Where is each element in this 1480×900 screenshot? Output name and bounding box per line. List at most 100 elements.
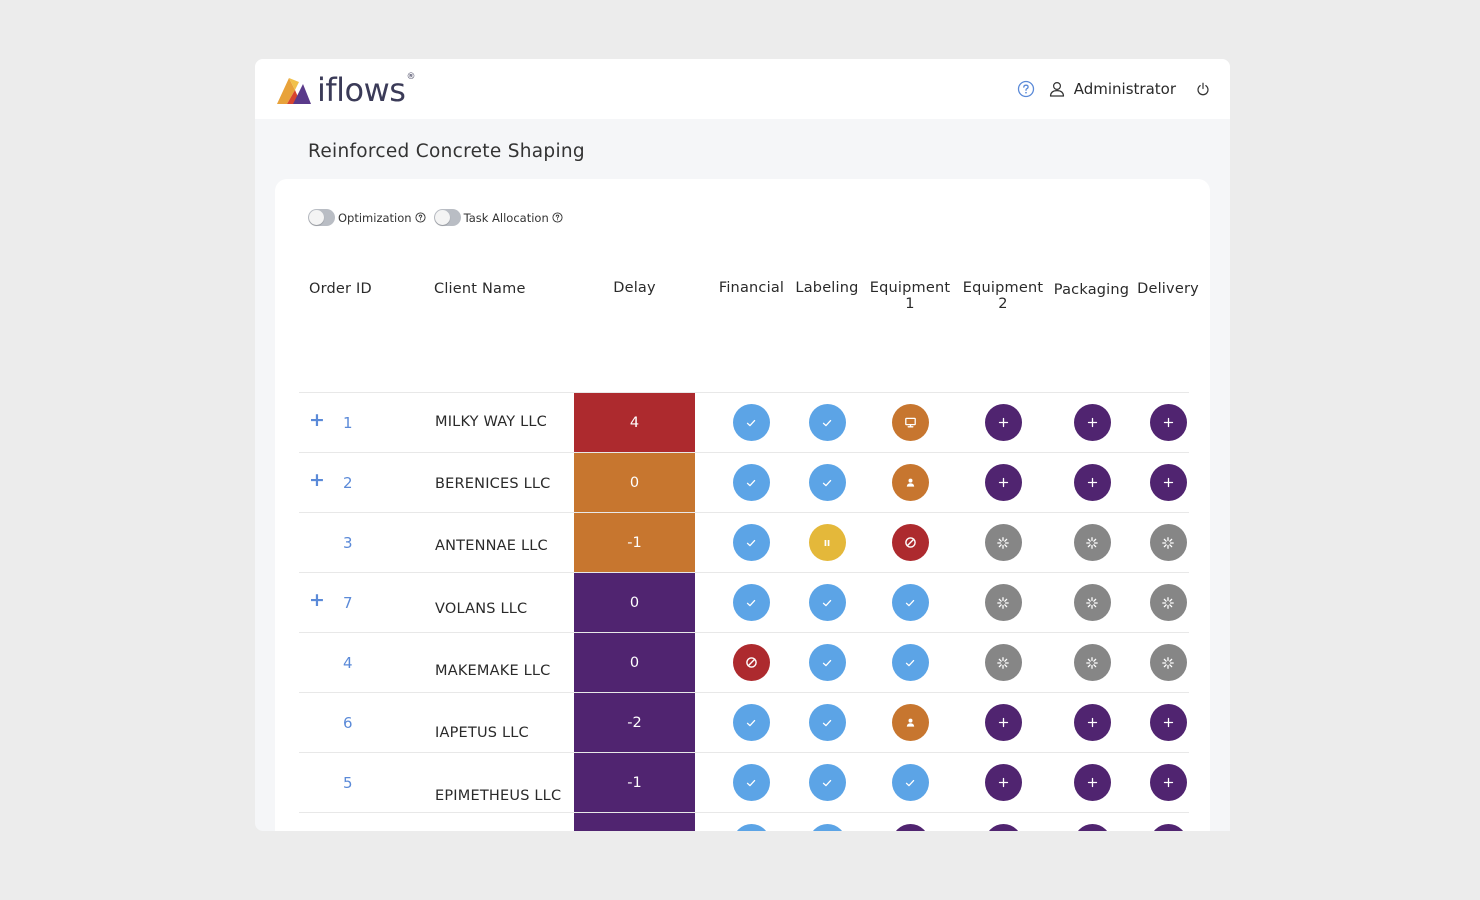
order-id-link[interactable]: 2	[343, 474, 353, 492]
expand-row-button[interactable]: +	[309, 409, 325, 431]
packaging-status-button[interactable]	[1073, 644, 1111, 681]
header-order-id[interactable]: Order ID	[309, 281, 372, 297]
financial-status-button[interactable]	[732, 764, 770, 801]
labeling-status-button[interactable]	[808, 584, 846, 621]
table-row[interactable]: +7 VOLANS LLC 0	[299, 572, 1189, 633]
delay-cell: 0	[574, 573, 695, 633]
delivery-status-button[interactable]	[1149, 704, 1187, 741]
order-id-link[interactable]: 7	[343, 594, 353, 612]
equipment-2-status-button[interactable]	[984, 824, 1022, 831]
table-row[interactable]: 4 MAKEMAKE LLC 0	[299, 632, 1189, 693]
delivery-status-button[interactable]	[1149, 464, 1187, 501]
header-equipment-2[interactable]: Equipment 2	[958, 280, 1048, 312]
labeling-status-button[interactable]	[808, 824, 846, 831]
spinner-icon	[1086, 596, 1098, 609]
order-id-link[interactable]: 1	[343, 414, 353, 432]
header-client-name[interactable]: Client Name	[434, 281, 526, 297]
labeling-status-button[interactable]	[808, 464, 846, 501]
delay-cell: -9	[574, 813, 695, 831]
equipment-1-status-button[interactable]	[891, 824, 929, 831]
task-allocation-toggle[interactable]	[433, 209, 461, 226]
top-bar: iflows ® Administrator	[255, 59, 1230, 119]
packaging-status-button[interactable]	[1073, 824, 1111, 831]
expand-row-button[interactable]: +	[309, 469, 325, 491]
user-name[interactable]: Administrator	[1073, 80, 1176, 98]
financial-status-button[interactable]	[732, 404, 770, 441]
equipment-1-status-button[interactable]	[891, 464, 929, 501]
expand-row-button[interactable]: +	[309, 589, 325, 611]
financial-status-button[interactable]	[732, 644, 770, 681]
check-icon	[746, 599, 756, 606]
delivery-status-button[interactable]	[1149, 764, 1187, 801]
equipment-1-status-button[interactable]	[891, 644, 929, 681]
order-id-link[interactable]: 5	[343, 774, 353, 792]
table-row[interactable]: +1 MILKY WAY LLC 4	[299, 392, 1189, 453]
header-equipment-1[interactable]: Equipment 1	[865, 280, 955, 312]
task-allocation-help-icon[interactable]	[552, 212, 563, 223]
delivery-status-button[interactable]	[1149, 404, 1187, 441]
header-delivery[interactable]: Delivery	[1137, 281, 1199, 297]
monitor-icon	[904, 417, 916, 428]
header-packaging[interactable]: Packaging	[1053, 282, 1130, 298]
labeling-status-button[interactable]	[808, 764, 846, 801]
equipment-2-status-button[interactable]	[984, 644, 1022, 681]
table-row[interactable]: 3 ANTENNAE LLC -1	[299, 512, 1189, 573]
packaging-status-button[interactable]	[1073, 704, 1111, 741]
iflows-logo[interactable]: iflows ®	[275, 72, 415, 107]
help-icon[interactable]	[1017, 80, 1035, 98]
logout-power-icon[interactable]	[1196, 82, 1210, 96]
equipment-1-status-button[interactable]	[891, 704, 929, 741]
equipment-2-status-button[interactable]	[984, 704, 1022, 741]
equipment-2-status-button[interactable]	[984, 584, 1022, 621]
packaging-status-button[interactable]	[1073, 404, 1111, 441]
table-row[interactable]: 6 IAPETUS LLC -2	[299, 692, 1189, 753]
expand-row-button[interactable]: +	[309, 830, 325, 831]
header-financial[interactable]: Financial	[718, 280, 785, 296]
header-delay[interactable]: Delay	[613, 280, 656, 296]
packaging-status-button[interactable]	[1073, 584, 1111, 621]
order-id-link[interactable]: 4	[343, 654, 353, 672]
delivery-status-button[interactable]	[1149, 524, 1187, 561]
delay-cell: 4	[574, 393, 695, 453]
table-row[interactable]: +8AEGAEON LLC-9	[299, 812, 1189, 831]
order-id-link[interactable]: 6	[343, 714, 353, 732]
labeling-status-button[interactable]	[808, 704, 846, 741]
delivery-status-button[interactable]	[1149, 824, 1187, 831]
optimization-toggle[interactable]	[308, 209, 335, 226]
labeling-status-button[interactable]	[808, 404, 846, 441]
top-actions: Administrator	[1017, 77, 1210, 101]
check-icon	[905, 659, 915, 666]
delivery-status-button[interactable]	[1149, 644, 1187, 681]
spinner-icon	[1086, 656, 1098, 669]
optimization-help-icon[interactable]	[415, 212, 426, 223]
check-icon	[746, 479, 756, 486]
labeling-status-button[interactable]	[808, 524, 846, 561]
equipment-1-status-button[interactable]	[891, 404, 929, 441]
equipment-2-status-button[interactable]	[984, 464, 1022, 501]
packaging-status-button[interactable]	[1073, 524, 1111, 561]
equipment-2-status-button[interactable]	[984, 524, 1022, 561]
blocked-icon	[904, 537, 916, 548]
financial-status-button[interactable]	[732, 464, 770, 501]
financial-status-button[interactable]	[732, 584, 770, 621]
spinner-icon	[1162, 536, 1174, 549]
packaging-status-button[interactable]	[1073, 764, 1111, 801]
order-id-link[interactable]: 3	[343, 534, 353, 552]
table-row[interactable]: +2 BERENICES LLC 0	[299, 452, 1189, 513]
table-row[interactable]: 5 EPIMETHEUS LLC -1	[299, 752, 1189, 813]
header-labeling[interactable]: Labeling	[795, 280, 859, 296]
financial-status-button[interactable]	[732, 704, 770, 741]
equipment-2-status-button[interactable]	[984, 404, 1022, 441]
equipment-2-status-button[interactable]	[984, 764, 1022, 801]
plus-icon	[1087, 717, 1097, 728]
packaging-status-button[interactable]	[1073, 464, 1111, 501]
spinner-icon	[997, 596, 1009, 609]
equipment-1-status-button[interactable]	[891, 584, 929, 621]
delivery-status-button[interactable]	[1149, 584, 1187, 621]
financial-status-button[interactable]	[732, 524, 770, 561]
equipment-1-status-button[interactable]	[891, 524, 929, 561]
equipment-1-status-button[interactable]	[891, 764, 929, 801]
financial-status-button[interactable]	[732, 824, 770, 831]
check-icon	[822, 659, 832, 666]
labeling-status-button[interactable]	[808, 644, 846, 681]
